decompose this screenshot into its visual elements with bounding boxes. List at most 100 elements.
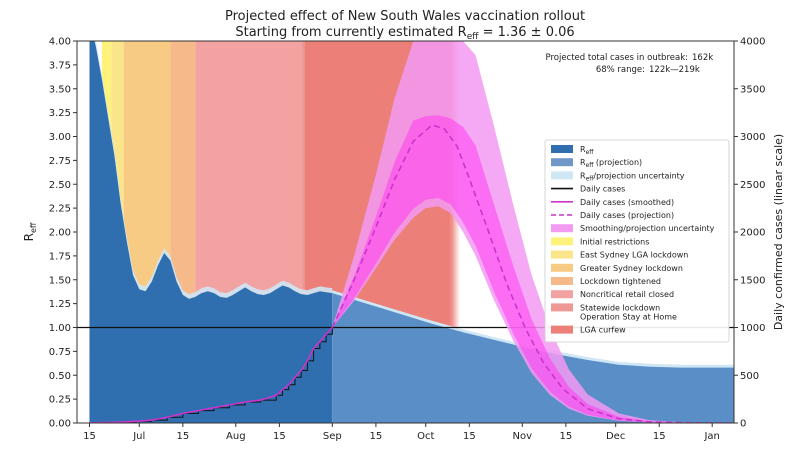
left-axis-label-main: R (22, 233, 36, 241)
legend-label-tightened: Lockdown tightened (580, 277, 661, 286)
annotation-line2-label: 68% range: (596, 65, 645, 75)
x-tick-label-12: 15 (653, 431, 666, 442)
right-tick-label-1: 500 (740, 371, 759, 382)
x-tick-label-2: 15 (177, 431, 190, 442)
legend-label-greater: Greater Sydney lockdown (580, 264, 683, 273)
x-tick-label-4: 15 (273, 431, 286, 442)
legend-label-daily: Daily cases (580, 185, 625, 194)
legend-label-main: Greater Sydney lockdown (580, 264, 683, 273)
x-tick-label-0: 15 (83, 431, 96, 442)
left-tick-label-12: 3.00 (49, 132, 71, 143)
legend-label-reff-proj: Reff (projection) (580, 158, 642, 169)
left-tick-label-6: 1.50 (49, 275, 71, 286)
right-tick-label-6: 3000 (740, 132, 765, 143)
legend-label-main: R (580, 145, 586, 154)
right-tick-label-3: 1500 (740, 275, 765, 286)
x-tick-label-11: Dec (606, 431, 625, 442)
left-tick-label-15: 3.75 (49, 60, 71, 71)
legend-label-smooth-unc: Smoothing/projection uncertainty (580, 224, 715, 233)
projection-uncertainty-band-inner (332, 115, 734, 423)
plot-area (77, 41, 734, 423)
legend-label-statewide: Statewide lockdown (580, 303, 660, 312)
phase-band-5 (301, 41, 305, 423)
legend-swatch-statewide (551, 303, 573, 312)
chart-title: Projected effect of New South Wales vacc… (225, 9, 585, 24)
subtitle-prefix: Starting from currently estimated R (235, 25, 466, 40)
legend-swatch-smooth-unc (551, 224, 573, 233)
legend-label-rest: /projection uncertainty (593, 171, 684, 180)
annotation-line1-label: Projected total cases in outbreak: (545, 53, 688, 63)
left-y-axis: 0.00 0.25 0.50 0.75 1.00 1.25 1.50 1.75 2.00 2.25… (49, 37, 77, 430)
legend-label-sub: eff (586, 162, 595, 169)
daily-case-lines-layer (89, 124, 734, 423)
daily-cases-smoothed-line (89, 326, 333, 423)
legend-swatch-curfew (551, 325, 573, 334)
legend-label-main: LGA curfew (580, 326, 626, 335)
left-tick-label-7: 1.75 (49, 251, 71, 262)
legend-label-main: Initial restrictions (580, 237, 649, 246)
legend-label-initial: Initial restrictions (580, 237, 649, 246)
legend-label-rest: (projection) (593, 158, 642, 167)
legend-label-reff-unc: Reff/projection uncertainty (580, 171, 685, 182)
left-tick-label-0: 0.00 (49, 419, 71, 430)
legend-label-main: East Sydney LGA lockdown (580, 251, 688, 260)
legend-swatch-retail (551, 290, 573, 299)
legend-label-sub: eff (586, 149, 595, 156)
left-tick-label-2: 0.50 (49, 371, 71, 382)
left-axis-label-sub: eff (29, 222, 38, 233)
left-tick-label-9: 2.25 (49, 204, 71, 215)
left-tick-label-14: 3.50 (49, 84, 71, 95)
legend-label-main: Noncritical retail closed (580, 290, 674, 299)
legend-label-main: Daily cases (580, 185, 625, 194)
legend-label-retail: Noncritical retail closed (580, 290, 674, 299)
legend-label-east: East Sydney LGA lockdown (580, 251, 688, 260)
chart-subtitle: Starting from currently estimated Reff =… (235, 25, 574, 42)
legend-label-main: Daily cases (projection) (580, 211, 674, 220)
left-axis-label: Reff (22, 222, 38, 241)
left-tick-label-11: 2.75 (49, 156, 71, 167)
legend-label-main: Lockdown tightened (580, 277, 661, 286)
left-tick-label-4: 1.00 (49, 323, 71, 334)
legend-label-daily-smooth: Daily cases (smoothed) (580, 198, 674, 207)
legend-swatch-tightened (551, 277, 573, 285)
right-tick-label-5: 2500 (740, 180, 765, 191)
legend-label-curfew: LGA curfew (580, 326, 626, 335)
legend-swatch-reff-unc (551, 171, 573, 180)
legend-label-sub: eff (586, 175, 595, 182)
daily-cases-projection-line (331, 124, 734, 423)
annotation-line2-value: 122k—219k (649, 65, 700, 75)
legend-swatch-reff-proj (551, 158, 573, 167)
outbreak-annotation: Projected total cases in outbreak: 162k … (545, 53, 713, 75)
legend-label-main: Statewide lockdown (580, 303, 660, 312)
legend-label-main: R (580, 171, 586, 180)
left-tick-label-16: 4.00 (49, 37, 71, 48)
right-tick-label-8: 4000 (740, 37, 765, 48)
x-axis: 15 Jul 15 Aug 15 Sep 15 Oct 15 Nov 15 Dec 15 Jan (83, 423, 720, 442)
x-tick-label-5: Sep (323, 431, 342, 442)
x-tick-label-3: Aug (226, 431, 246, 442)
legend-label-main: R (580, 158, 586, 167)
legend-swatch-reff (551, 145, 573, 153)
left-tick-label-3: 0.75 (49, 347, 71, 358)
right-tick-label-4: 2000 (740, 228, 765, 239)
legend-label-reff: Reff (580, 145, 594, 156)
right-tick-label-7: 3500 (740, 84, 765, 95)
subtitle-subscript: eff (467, 32, 480, 42)
left-tick-label-1: 0.25 (49, 395, 71, 406)
left-tick-label-10: 2.50 (49, 180, 71, 191)
legend-label-line2-statewide: Operation Stay at Home (580, 312, 677, 321)
legend-label-main: Daily cases (smoothed) (580, 198, 674, 207)
daily-cases-line (89, 327, 333, 423)
x-tick-label-8: 15 (463, 431, 476, 442)
legend-label-main: Smoothing/projection uncertainty (580, 224, 715, 233)
legend-swatch-initial (551, 237, 573, 246)
x-tick-label-9: Nov (512, 431, 532, 442)
legend-swatch-greater (551, 263, 573, 272)
legend-label-daily-proj: Daily cases (projection) (580, 211, 674, 220)
left-tick-label-5: 1.25 (49, 299, 71, 310)
projection-uncertainty-band-layer (332, 41, 734, 423)
x-tick-label-13: Jan (703, 431, 719, 442)
annotation-line1-value: 162k (692, 53, 713, 63)
